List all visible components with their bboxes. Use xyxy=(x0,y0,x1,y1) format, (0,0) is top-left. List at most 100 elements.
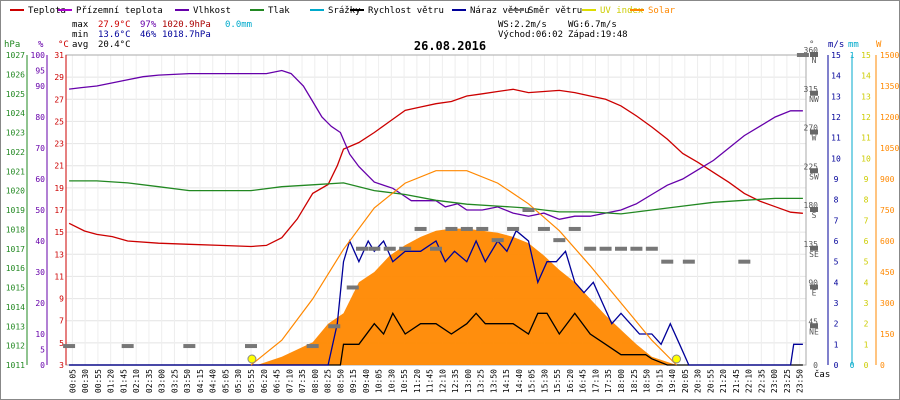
wind-direction-marker xyxy=(245,344,257,349)
x-tick-label: 04:40 xyxy=(209,369,218,393)
stats-max-press: 1020.9hPa xyxy=(162,20,211,30)
wind-unit: m/s xyxy=(828,40,844,50)
uv-tick-label: 0 xyxy=(864,361,869,370)
x-tick-label: 02:10 xyxy=(132,369,141,393)
humidity-tick-label: 5 xyxy=(40,346,45,355)
humidity-tick-label: 50 xyxy=(35,206,45,215)
pressure-tick-label: 1016 xyxy=(6,264,25,273)
x-tick-label: 17:35 xyxy=(604,369,613,393)
x-tick-label: 03:50 xyxy=(183,369,192,393)
wind-tick-label: 14 xyxy=(831,72,841,81)
rain-unit: mm xyxy=(848,40,859,50)
temperature-tick-label: 19 xyxy=(54,184,64,193)
direction-tick-label: 225 xyxy=(804,162,819,171)
stats-block: max 27.9°C 97% 1020.9hPa 0.0mm min 13.6°… xyxy=(72,20,628,50)
uv-tick-label: 8 xyxy=(864,196,869,205)
humidity-tick-label: 80 xyxy=(35,113,45,122)
wind-direction-marker xyxy=(507,226,520,231)
pressure-tick-label: 1023 xyxy=(6,129,25,138)
uv-tick-label: 7 xyxy=(864,216,869,225)
time-axis-label: čas xyxy=(814,369,830,380)
uv-tick-label: 13 xyxy=(861,92,871,101)
pressure-tick-label: 1012 xyxy=(6,342,25,351)
x-tick-label: 00:30 xyxy=(81,369,90,393)
wind-tick-label: 10 xyxy=(831,154,841,163)
stats-sunrise: Východ:06:02 xyxy=(498,30,563,40)
wind-direction-marker xyxy=(796,53,809,57)
pressure-tick-label: 1015 xyxy=(6,284,25,293)
wind-tick-label: 0 xyxy=(834,361,839,370)
wind-tick-label: 15 xyxy=(831,51,841,60)
rain-tick-label: 0 xyxy=(850,361,855,370)
wind-direction-marker xyxy=(599,246,612,251)
legend-label: UV index xyxy=(600,6,644,16)
stats-min-hum: 46% xyxy=(140,30,157,40)
x-tick-label: 20:05 xyxy=(681,369,690,393)
x-tick-label: 10:55 xyxy=(400,369,409,393)
wind-direction-marker xyxy=(183,344,196,349)
x-tick-label: 23:25 xyxy=(783,369,792,393)
solar-area xyxy=(257,228,677,365)
stats-max-label: max xyxy=(72,20,89,30)
sunrise-marker xyxy=(247,354,257,364)
legend-label: Solar xyxy=(648,6,676,16)
solar-tick-label: 1500 xyxy=(880,51,899,60)
temperature-tick-label: 27 xyxy=(54,95,64,104)
uv-tick-label: 10 xyxy=(861,154,871,163)
uv-tick-label: 12 xyxy=(861,113,871,122)
wind-direction-marker xyxy=(399,246,412,251)
uv-tick-label: 6 xyxy=(864,237,869,246)
direction-tick-label: SW xyxy=(809,172,819,181)
direction-tick-label: 45 xyxy=(808,317,818,326)
pressure-unit: hPa xyxy=(4,40,20,50)
stats-min-temp: 13.6°C xyxy=(98,30,131,40)
direction-tick-mark xyxy=(810,129,818,135)
stats-avg-label: avg xyxy=(72,40,88,50)
humidity-tick-label: 40 xyxy=(35,237,45,246)
legend-label: Přízemní teplota xyxy=(76,6,163,16)
x-tick-label: 19:40 xyxy=(668,369,677,393)
x-tick-label: 08:50 xyxy=(336,369,345,393)
uv-tick-label: 2 xyxy=(864,320,869,329)
direction-unit: ° xyxy=(809,40,814,50)
legend: Teplota Přízemní teplota Vlhkost Tlak Srážky… xyxy=(10,6,676,16)
temperature-unit: °C xyxy=(58,40,69,50)
stats-wg: WG:6.7m/s xyxy=(568,20,617,30)
wind-tick-label: 2 xyxy=(834,320,839,329)
humidity-tick-label: 10 xyxy=(35,330,45,339)
wind-direction-marker xyxy=(383,246,396,251)
direction-tick-label: NE xyxy=(809,327,819,336)
x-tick-label: 03:25 xyxy=(170,369,179,393)
x-tick-label: 15:30 xyxy=(540,369,549,393)
x-tick-label: 02:35 xyxy=(145,369,154,393)
x-tick-label: 00:55 xyxy=(94,369,103,393)
humidity-tick-label: 60 xyxy=(35,175,45,184)
solar-tick-label: 1350 xyxy=(880,82,899,91)
direction-tick-mark xyxy=(810,284,818,290)
uv-tick-label: 14 xyxy=(861,72,871,81)
x-tick-label: 11:20 xyxy=(413,369,422,393)
direction-tick-mark xyxy=(810,245,818,251)
x-tick-label: 07:35 xyxy=(298,369,307,393)
humidity-tick-label: 0 xyxy=(40,361,45,370)
direction-tick-label: 0 xyxy=(813,361,818,370)
direction-tick-label: S xyxy=(812,211,817,220)
wind-tick-label: 6 xyxy=(834,237,839,246)
x-tick-label: 20:30 xyxy=(694,369,703,393)
wind-tick-label: 1 xyxy=(834,340,839,349)
humidity-tick-label: 90 xyxy=(35,82,45,91)
wind-direction-marker xyxy=(430,246,442,251)
pressure-tick-label: 1020 xyxy=(6,187,25,196)
stats-rain: 0.0mm xyxy=(225,20,252,30)
wind-direction-marker xyxy=(522,208,535,212)
x-tick-label: 08:25 xyxy=(324,369,333,393)
x-tick-label: 19:15 xyxy=(655,369,664,393)
wind-direction-marker xyxy=(306,344,319,349)
temperature-tick-label: 23 xyxy=(54,140,64,149)
legend-label: Vlhkost xyxy=(193,6,231,16)
x-tick-label: 09:40 xyxy=(362,369,371,393)
axis-units: hPa % °C ° m/s mm W čas xyxy=(4,40,882,380)
solar-tick-label: 750 xyxy=(880,206,895,215)
rain-tick-label: 1 xyxy=(850,51,855,60)
x-tick-label: 21:20 xyxy=(719,369,728,393)
